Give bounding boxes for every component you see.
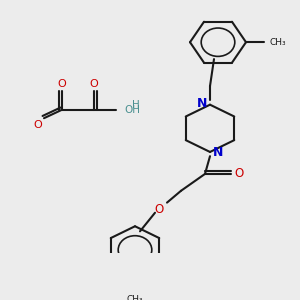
Text: O: O — [234, 167, 244, 180]
Text: O: O — [58, 79, 66, 88]
Text: H: H — [132, 100, 140, 110]
Text: OH: OH — [124, 105, 140, 115]
Text: CH₃: CH₃ — [127, 295, 143, 300]
Text: O: O — [90, 79, 98, 88]
Text: N: N — [197, 97, 207, 110]
Text: CH₃: CH₃ — [270, 38, 286, 47]
Text: O: O — [154, 203, 164, 216]
Text: N: N — [213, 146, 223, 159]
Text: O: O — [34, 120, 42, 130]
